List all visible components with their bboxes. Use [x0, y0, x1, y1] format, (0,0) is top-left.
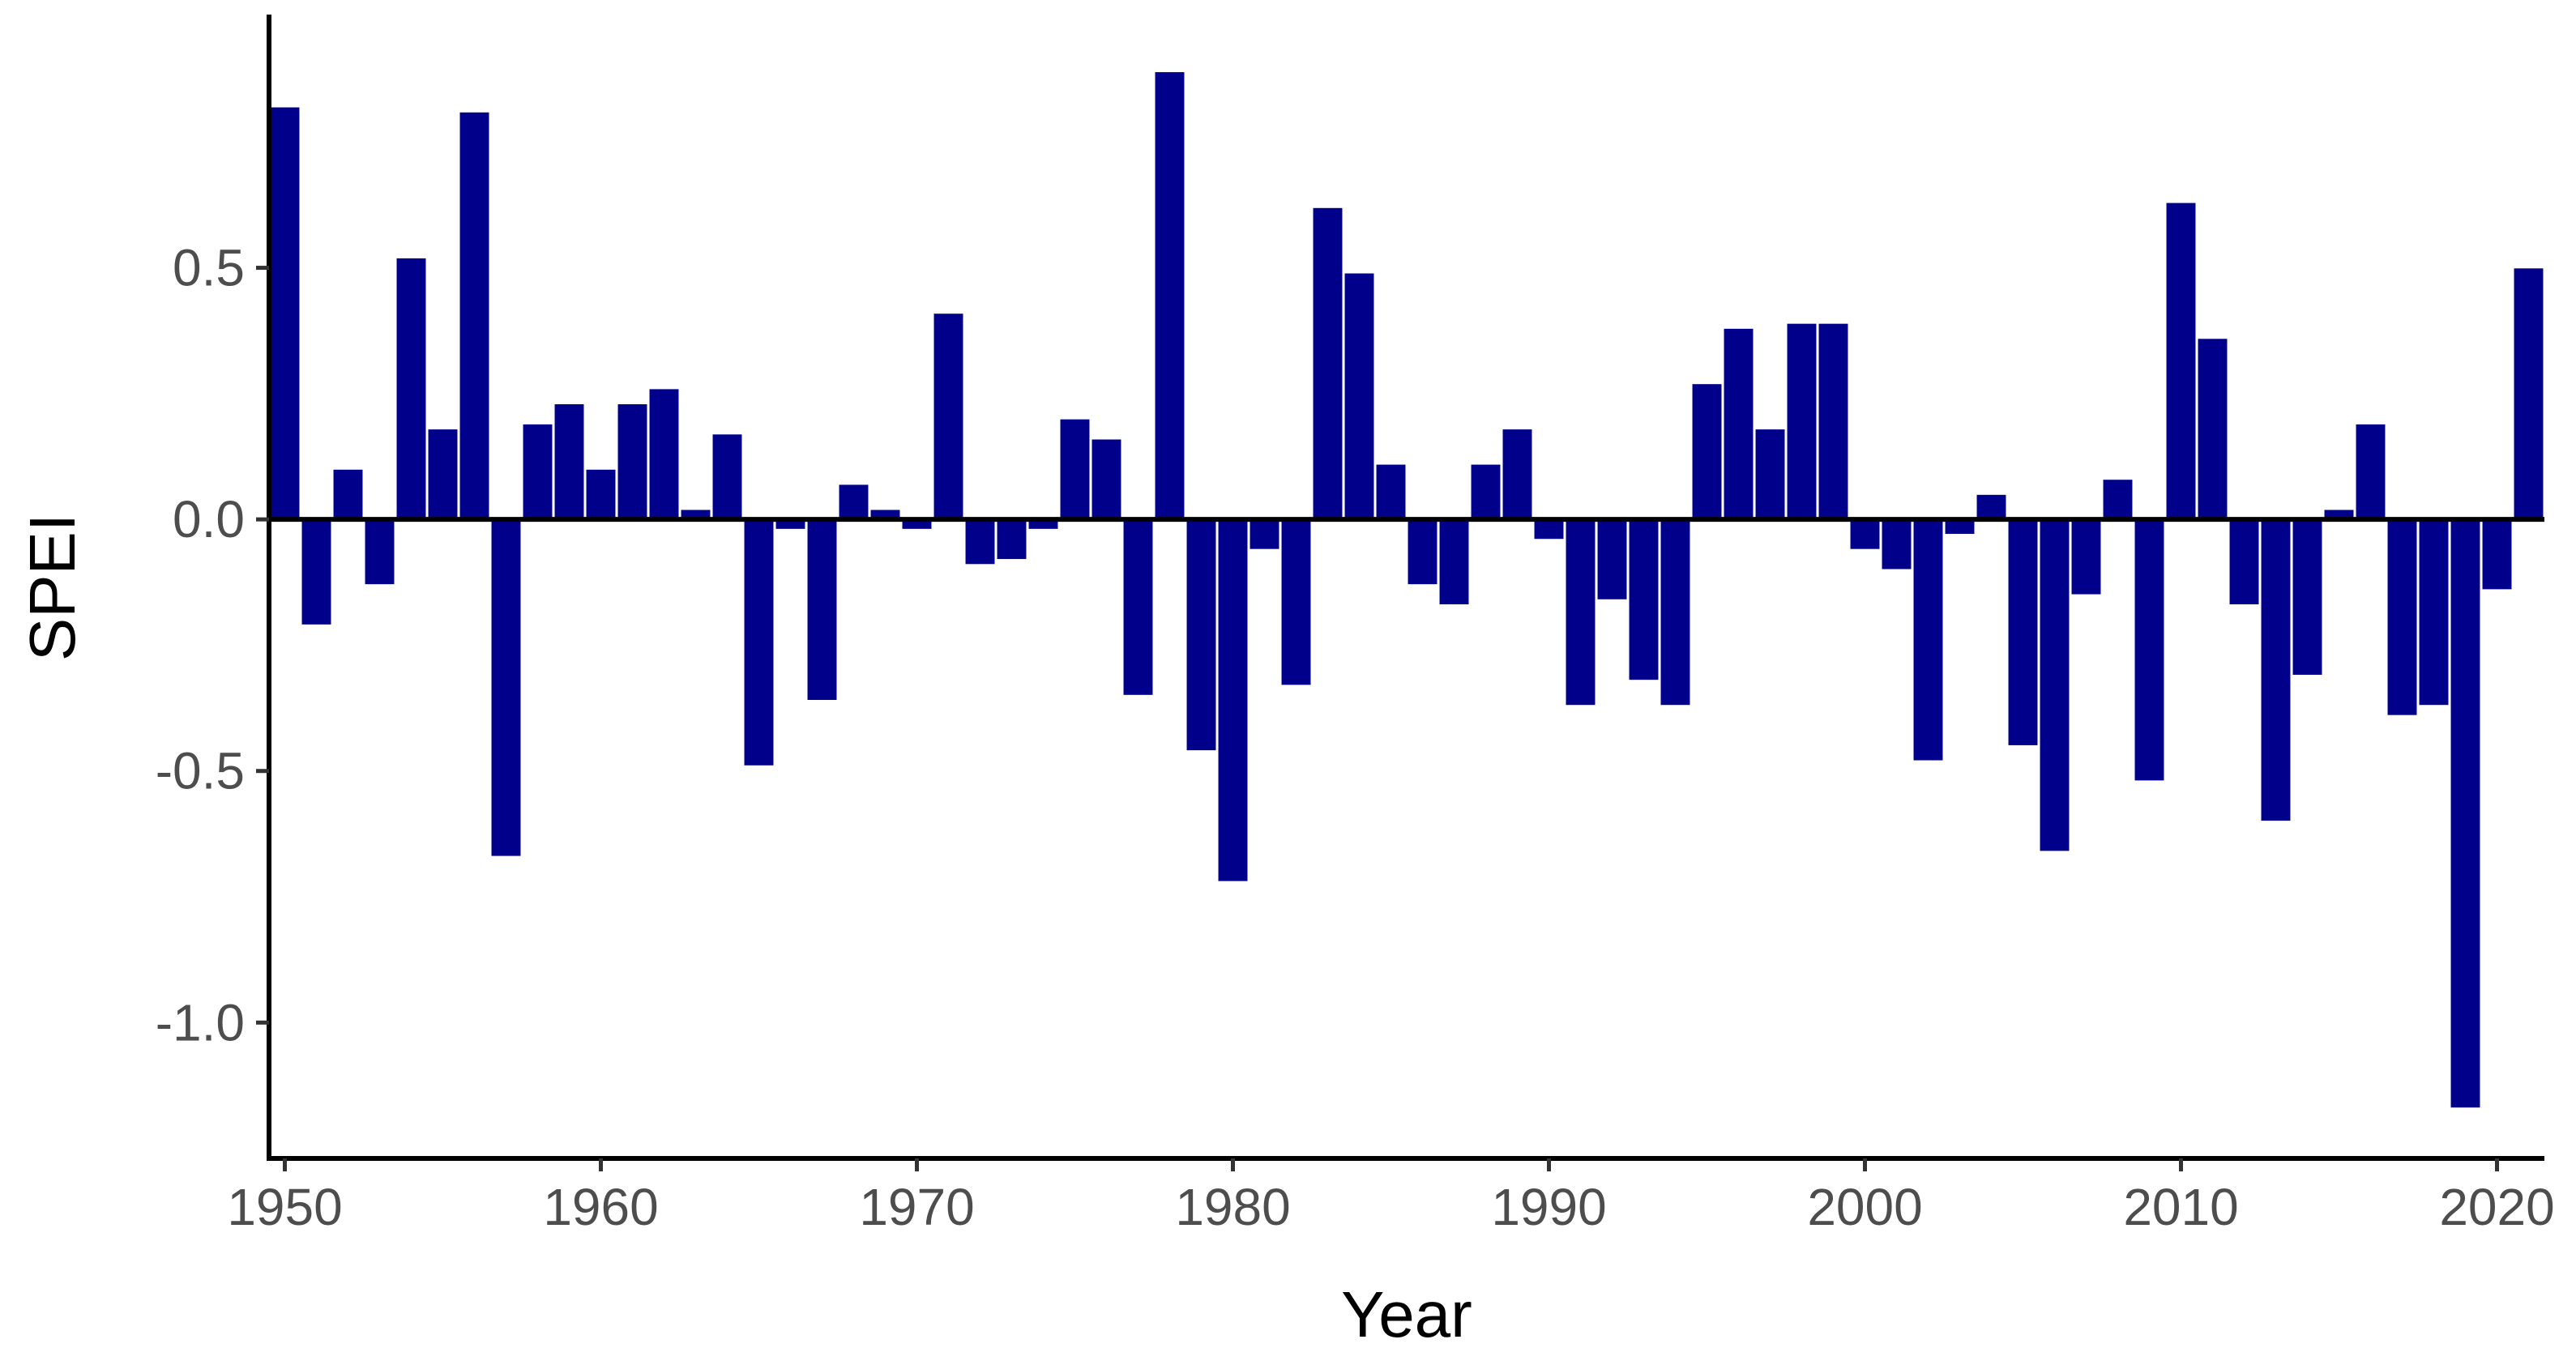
y-tick-label: -1.0 [156, 993, 245, 1051]
bar-2013 [2260, 518, 2292, 822]
bar-1957 [490, 518, 522, 858]
bar-1981 [1249, 518, 1280, 551]
bar-1968 [838, 483, 869, 520]
bar-1972 [964, 518, 996, 565]
x-tick-label: 2020 [2439, 1178, 2554, 1236]
bar-1950 [269, 106, 301, 520]
bar-1980 [1217, 518, 1249, 883]
x-tick-label: 1980 [1175, 1178, 1290, 1236]
bar-2007 [2070, 518, 2102, 596]
bar-1996 [1723, 327, 1754, 520]
bar-1987 [1438, 518, 1470, 606]
bar-2002 [1912, 518, 1944, 762]
bar-1978 [1154, 70, 1185, 520]
bar-1951 [301, 518, 332, 626]
y-tick-label: -0.5 [156, 742, 245, 800]
bar-1995 [1691, 382, 1723, 520]
bar-1984 [1344, 272, 1375, 520]
bars-layer [269, 70, 2544, 1109]
x-axis-ticks: 1950 1960 1970 1980 1990 2000 2010 2020 [227, 1158, 2555, 1236]
bar-1958 [522, 423, 553, 520]
bar-1961 [617, 403, 648, 520]
bar-2004 [1976, 493, 2007, 520]
bar-2000 [1849, 518, 1881, 551]
x-tick-label: 2010 [2123, 1178, 2238, 1236]
bar-1998 [1786, 322, 1818, 520]
bar-1964 [711, 433, 743, 520]
bar-1986 [1407, 518, 1438, 586]
bar-1977 [1122, 518, 1154, 697]
x-tick-label: 1990 [1491, 1178, 1606, 1236]
bar-2001 [1881, 518, 1912, 571]
bar-2017 [2386, 518, 2418, 717]
bar-1953 [364, 518, 395, 586]
y-tick-label: 0.5 [173, 239, 245, 297]
bar-1991 [1565, 518, 1596, 706]
bar-2021 [2513, 267, 2544, 520]
bar-1960 [585, 468, 617, 520]
bar-1992 [1596, 518, 1628, 601]
bar-2006 [2039, 518, 2070, 852]
bar-1959 [553, 403, 585, 520]
bar-2008 [2102, 478, 2134, 520]
bar-2019 [2450, 518, 2481, 1109]
bar-1955 [427, 428, 459, 520]
bar-1973 [996, 518, 1027, 561]
bar-2020 [2481, 518, 2513, 591]
bar-2016 [2355, 423, 2386, 520]
bar-2012 [2228, 518, 2260, 606]
bar-1985 [1375, 463, 1407, 520]
bar-1976 [1091, 438, 1122, 520]
bar-1999 [1818, 322, 1849, 520]
x-tick-label: 2000 [1807, 1178, 1922, 1236]
bar-2009 [2134, 518, 2165, 782]
bar-1956 [459, 111, 490, 520]
bar-1988 [1470, 463, 1502, 520]
bar-2011 [2197, 337, 2228, 520]
bar-1952 [332, 468, 364, 520]
x-tick-label: 1970 [859, 1178, 974, 1236]
x-tick-label: 1960 [543, 1178, 658, 1236]
x-axis-title: Year [1341, 1278, 1472, 1350]
bar-1975 [1059, 418, 1091, 520]
bar-1965 [743, 518, 775, 767]
bar-1979 [1185, 518, 1217, 752]
bar-2010 [2165, 202, 2197, 520]
bar-1997 [1754, 428, 1786, 520]
bar-1982 [1280, 518, 1312, 686]
bar-1994 [1660, 518, 1691, 706]
bar-2018 [2418, 518, 2450, 706]
bar-1990 [1533, 518, 1565, 540]
bar-1967 [806, 518, 838, 702]
bar-2005 [2007, 518, 2039, 747]
y-axis-title: SPEI [16, 514, 88, 661]
bar-1983 [1312, 207, 1344, 520]
bar-1971 [933, 312, 964, 520]
bar-2014 [2292, 518, 2323, 676]
x-tick-label: 1950 [227, 1178, 342, 1236]
y-tick-label: 0.0 [173, 490, 245, 548]
bar-1989 [1502, 428, 1533, 520]
bar-1962 [648, 387, 680, 520]
bar-1954 [395, 257, 427, 520]
bar-1993 [1628, 518, 1660, 681]
y-axis-ticks: 0.5 0.0 -0.5 -1.0 [156, 239, 269, 1051]
